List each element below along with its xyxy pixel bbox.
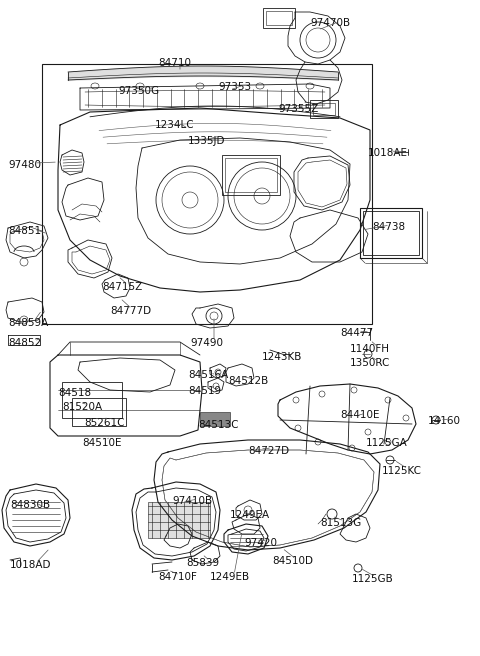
Text: 84510E: 84510E — [82, 438, 121, 448]
Text: 97470B: 97470B — [310, 18, 350, 28]
Text: 84518: 84518 — [58, 388, 91, 398]
Bar — [266, 11, 292, 25]
Text: 97420: 97420 — [244, 538, 277, 548]
Text: 1350RC: 1350RC — [350, 358, 390, 368]
Bar — [313, 103, 335, 115]
Text: 84710: 84710 — [158, 58, 191, 68]
Text: 97410B: 97410B — [172, 496, 212, 506]
Text: 81513G: 81513G — [320, 518, 361, 528]
Text: 84410E: 84410E — [340, 410, 380, 420]
Text: 1335JD: 1335JD — [188, 136, 226, 146]
Text: 1018AE: 1018AE — [368, 148, 408, 158]
Bar — [263, 8, 295, 28]
Bar — [222, 155, 280, 195]
Text: 84777D: 84777D — [110, 306, 151, 316]
Text: 84859A: 84859A — [8, 318, 48, 328]
Text: 84516A: 84516A — [188, 370, 228, 380]
Text: 14160: 14160 — [428, 416, 461, 426]
Text: 85261C: 85261C — [84, 418, 124, 428]
Text: 1125GB: 1125GB — [352, 574, 394, 584]
Text: 84477: 84477 — [340, 328, 373, 338]
Text: 1140FH: 1140FH — [350, 344, 390, 354]
Text: 84512B: 84512B — [228, 376, 268, 386]
Text: 84715Z: 84715Z — [102, 282, 142, 292]
Bar — [363, 211, 419, 255]
Text: 1125GA: 1125GA — [366, 438, 408, 448]
Bar — [42, 64, 372, 324]
Text: 84852: 84852 — [8, 338, 41, 348]
Text: 1125KC: 1125KC — [382, 466, 422, 476]
Text: 84738: 84738 — [372, 222, 405, 232]
Text: 1234LC: 1234LC — [155, 120, 194, 130]
Text: 97353: 97353 — [218, 82, 251, 92]
Text: 84710F: 84710F — [158, 572, 197, 582]
Text: 1249EA: 1249EA — [230, 510, 270, 520]
Text: 84510D: 84510D — [272, 556, 313, 566]
Text: 97350G: 97350G — [118, 86, 159, 96]
Bar — [62, 382, 122, 418]
Text: 97480: 97480 — [8, 160, 41, 170]
Text: 84519: 84519 — [188, 386, 221, 396]
Bar — [200, 412, 230, 426]
Bar — [310, 100, 338, 118]
Text: 1018AD: 1018AD — [10, 560, 51, 570]
Text: 84851: 84851 — [8, 226, 41, 236]
Text: 84727D: 84727D — [248, 446, 289, 456]
Text: 97355Z: 97355Z — [278, 104, 318, 114]
Text: 81520A: 81520A — [62, 402, 102, 412]
Text: 97490: 97490 — [190, 338, 223, 348]
Bar — [225, 158, 277, 192]
Bar — [72, 398, 126, 426]
Text: 85839: 85839 — [186, 558, 219, 568]
Text: 1243KB: 1243KB — [262, 352, 302, 362]
Text: 84513C: 84513C — [198, 420, 239, 430]
Bar — [360, 208, 422, 258]
Text: 1249EB: 1249EB — [210, 572, 250, 582]
Text: 84830B: 84830B — [10, 500, 50, 510]
Bar — [148, 502, 210, 538]
